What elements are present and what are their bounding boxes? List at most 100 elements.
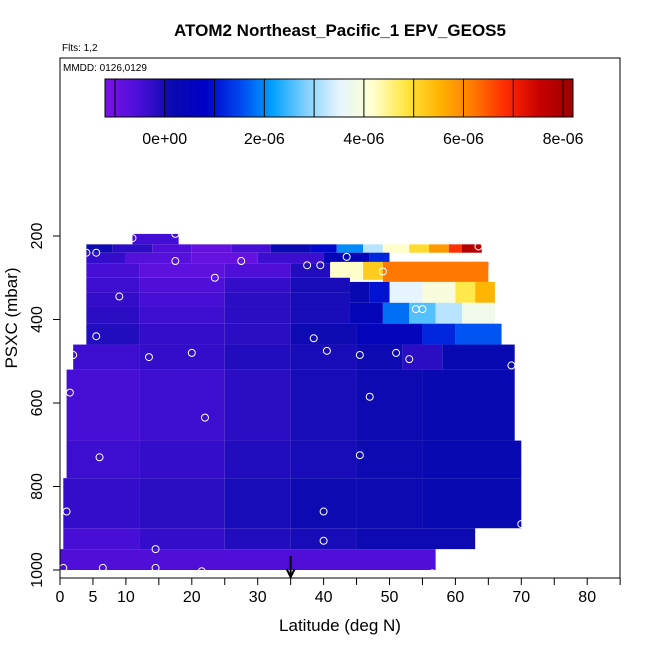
flights-label: Flts: 1,2 (62, 43, 98, 54)
sample-point (378, 267, 387, 276)
heatmap-cell (112, 244, 153, 253)
heatmap-cell (224, 277, 291, 293)
heatmap-cell (349, 281, 370, 303)
heatmap-cell (290, 440, 357, 479)
heatmap-cell (461, 244, 482, 253)
sample-point (98, 563, 107, 572)
sample-point (309, 334, 318, 343)
sample-point (75, 263, 84, 272)
heatmap-cell (139, 263, 225, 278)
heatmap-cell (191, 252, 258, 264)
sample-point (507, 361, 516, 370)
y-axis: 200 400 600 800 1000 (29, 223, 60, 588)
sample-point (171, 229, 180, 238)
heatmap-cell (422, 323, 456, 345)
heatmap-cell (475, 281, 495, 303)
x-axis: 0 5 10 20 30 40 50 60 70 80 (56, 578, 621, 606)
heatmap-cell (356, 344, 403, 370)
sample-point (405, 355, 414, 364)
heatmap-cell (363, 244, 383, 253)
heatmap-cell (455, 323, 502, 345)
heatmap-cell (86, 306, 140, 324)
heatmap-cell (257, 252, 324, 264)
heatmap-cell (356, 403, 423, 441)
sample-point (237, 257, 246, 266)
x-tick-label: 80 (578, 589, 596, 606)
sample-point (316, 261, 325, 270)
heatmap-cell (60, 549, 436, 570)
heatmap-cell (442, 344, 515, 370)
y-tick-label: 600 (29, 390, 46, 417)
colorbar-tick-label: 0e+00 (142, 131, 187, 148)
sample-point (151, 545, 160, 554)
sample-point (62, 507, 71, 516)
heatmap-cell (455, 281, 476, 303)
heatmap-cell (389, 281, 423, 303)
latitude-arrow (285, 556, 296, 580)
sample-point (69, 350, 78, 359)
heatmap-cell (152, 244, 192, 253)
heatmap-cell (356, 478, 423, 529)
heatmap-cell (86, 263, 140, 278)
heatmap-cell (132, 233, 179, 245)
heatmap-cell (86, 277, 140, 293)
heatmap-cell (382, 244, 410, 253)
heatmap-cell (224, 323, 291, 345)
heatmap-cell (356, 323, 423, 345)
heatmap-cell (224, 292, 291, 307)
sample-point (319, 536, 328, 545)
heatmap-cell (224, 528, 291, 550)
sample-point (418, 305, 427, 314)
sample-point (365, 392, 374, 401)
sample-points (59, 229, 526, 579)
heatmap-cell (290, 528, 357, 550)
sample-point (92, 332, 101, 341)
heatmap-cell (63, 528, 140, 550)
heatmap-cell (73, 344, 140, 370)
heatmap-cell (139, 277, 225, 293)
sample-point (92, 248, 101, 257)
heatmap-cell (290, 403, 357, 441)
heatmap-cell (224, 403, 291, 441)
x-tick-label: 60 (447, 589, 465, 606)
heatmap-cell (369, 252, 390, 264)
heatmap-cell (422, 281, 456, 303)
heatmap-cell (224, 369, 291, 403)
colorbar-border (104, 78, 574, 118)
x-tick-label: 70 (512, 589, 530, 606)
sample-point (322, 346, 331, 355)
heatmap-cell (224, 306, 291, 324)
x-axis-label: Latitude (deg N) (279, 616, 401, 635)
heatmap-cell (86, 323, 140, 345)
heatmap-cell (429, 244, 449, 253)
heatmap-cell (139, 369, 225, 403)
heatmap-cell (224, 344, 291, 370)
x-tick-label: 5 (88, 589, 97, 606)
heatmap-cell (139, 306, 225, 324)
sample-point (65, 388, 74, 397)
colorbar-tick-label: 8e-06 (543, 131, 584, 148)
x-tick-label: 0 (56, 589, 65, 606)
heatmap-cell (290, 277, 350, 293)
heatmap-cell (409, 302, 436, 324)
heatmap-cell (382, 302, 410, 324)
heatmap-cell (290, 323, 357, 345)
colorbar-tick-label: 2e-06 (244, 131, 285, 148)
y-tick-label: 800 (29, 473, 46, 500)
chart-title: ATOM2 Northeast_Pacific_1 EPV_GEOS5 (174, 21, 506, 40)
heatmap-cell (231, 244, 271, 253)
heatmap-cell (356, 528, 476, 550)
heatmap-cell (139, 478, 225, 529)
sample-point (95, 453, 104, 462)
x-tick-label: 30 (249, 589, 267, 606)
sample-point (303, 261, 312, 270)
heatmap-cell (86, 292, 140, 307)
y-tick-label: 200 (29, 223, 46, 250)
heatmap-cells (60, 233, 522, 570)
x-tick-label: 20 (183, 589, 201, 606)
sample-point (474, 242, 483, 251)
heatmap-cell (435, 302, 462, 324)
arrow-head (285, 568, 296, 580)
sample-point (187, 348, 196, 357)
